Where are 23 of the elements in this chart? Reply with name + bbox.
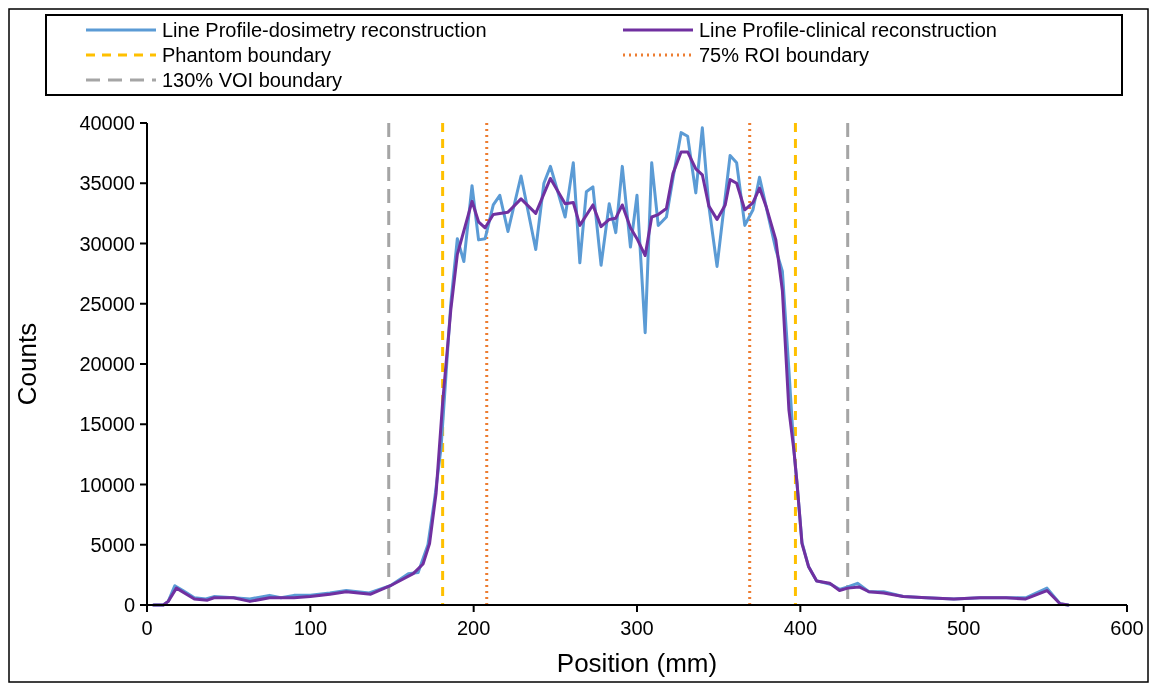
x-tick-label: 400 [783, 617, 818, 639]
y-tick-label: 30000 [79, 232, 135, 255]
y-tick-label: 5000 [90, 533, 135, 556]
legend-label: Line Profile-clinical reconstruction [699, 19, 997, 41]
x-tick-label: 300 [620, 617, 654, 639]
x-tick-label: 600 [1110, 617, 1144, 639]
y-tick-label: 35000 [79, 172, 135, 195]
x-tick-label: 0 [141, 617, 153, 639]
legend-label: 130% VOI boundary [162, 69, 343, 91]
y-tick-label: 15000 [79, 413, 135, 436]
y-tick-label: 20000 [79, 353, 135, 375]
y-tick-label: 0 [123, 594, 135, 616]
y-tick-label: 25000 [79, 292, 135, 315]
x-tick-label: 200 [456, 617, 491, 639]
x-tick-label: 100 [293, 617, 328, 639]
y-tick-label: 40000 [79, 112, 135, 134]
legend-label: Line Profile-dosimetry reconstruction [162, 19, 487, 41]
x-axis-title: Position (mm) [556, 648, 718, 678]
x-tick-label: 500 [946, 617, 981, 639]
legend-label: Phantom boundary [162, 44, 332, 66]
legend-label: 75% ROI boundary [699, 44, 870, 66]
y-axis-title: Counts [12, 322, 42, 406]
y-tick-label: 10000 [79, 473, 135, 496]
